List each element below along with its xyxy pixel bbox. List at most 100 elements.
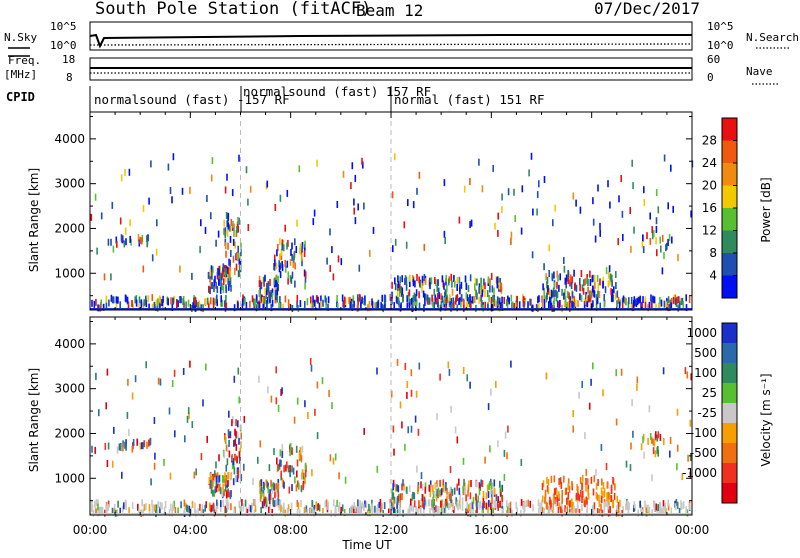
velocity-echo-526 [213, 489, 215, 497]
velocity-scatter-field [90, 317, 692, 518]
power-echo-1070 [394, 238, 397, 246]
power-echo-399 [616, 300, 618, 308]
power-echo-827 [479, 286, 481, 294]
power-echo-502 [241, 298, 244, 306]
power-echo-1198 [332, 273, 335, 281]
velocity-echo-318 [248, 504, 251, 512]
power-echo-248 [369, 304, 371, 312]
power-echo-428 [261, 294, 263, 302]
power-echo-152 [212, 301, 215, 309]
velocity-echo-586 [223, 475, 225, 483]
velocity-echo-485 [186, 504, 188, 512]
velocity-echo-288 [224, 506, 227, 514]
power-echo-359 [155, 299, 158, 307]
power-echo-1183 [172, 153, 175, 161]
power-echo-648 [260, 282, 263, 290]
velocity-echo-169 [305, 505, 308, 513]
velocity-echo-954 [614, 483, 616, 491]
velocity-echo-1209 [657, 449, 659, 457]
power-echo-835 [468, 297, 470, 305]
x-tick-label: 00:00 [73, 523, 108, 537]
velocity-echo-294 [525, 500, 527, 508]
velocity-echo-803 [420, 498, 423, 506]
power-echo-718 [274, 259, 276, 267]
power-echo-560 [216, 286, 219, 294]
power-echo-949 [569, 274, 572, 282]
power-echo-408 [126, 296, 129, 304]
power-echo-876 [465, 292, 468, 300]
power-echo-561 [218, 268, 220, 276]
power-echo-943 [553, 282, 556, 290]
power-echo-1187 [599, 229, 601, 237]
power-echo-800 [435, 297, 438, 305]
power-echo-862 [503, 297, 505, 304]
velocity-echo-449 [543, 507, 545, 515]
velocity-echo-1210 [650, 436, 653, 444]
velocity-echo-701 [304, 477, 306, 485]
power-echo-615 [233, 229, 235, 237]
velocity-echo-838 [462, 485, 464, 493]
velocity-echo-1139 [311, 469, 313, 477]
nave-label: Nave [746, 65, 773, 78]
velocity-echo-757 [432, 496, 434, 504]
velocity-echo-924 [560, 481, 563, 489]
power-echo-95 [209, 297, 212, 305]
power-echo-979 [611, 289, 614, 297]
velocity-echo-1031 [404, 443, 406, 451]
power-echo-1142 [543, 176, 546, 183]
power-echo-1105 [536, 191, 539, 199]
velocity-echo-1028 [91, 445, 93, 453]
velocity-echo-1192 [106, 460, 109, 467]
power-echo-958 [575, 284, 578, 292]
power-echo-1059 [481, 185, 484, 193]
velocity-echo-1173 [257, 456, 259, 464]
velocity-echo-518 [376, 504, 379, 511]
velocity-echo-347 [204, 504, 206, 512]
velocity-echo-1039 [188, 412, 190, 420]
power-echo-470 [523, 300, 525, 308]
power-echo-14 [341, 294, 344, 302]
velocity-echo-714 [277, 483, 279, 491]
power-echo-950 [570, 282, 573, 289]
velocity-echo-837 [397, 485, 400, 493]
velocity-colorbar-tick-label: -1000 [682, 466, 717, 480]
power-echo-452 [437, 300, 439, 307]
velocity-ytick-label: 3000 [54, 382, 85, 396]
power-echo-132 [599, 302, 601, 310]
velocity-echo-418 [680, 500, 682, 508]
power-echo-239 [463, 299, 465, 307]
velocity-echo-1070 [406, 381, 409, 388]
velocity-echo-989 [547, 487, 550, 495]
velocity-echo-829 [402, 479, 404, 487]
power-colorbar-label: Power [dB] [759, 177, 773, 242]
velocity-echo-656 [260, 491, 263, 499]
velocity-echo-1117 [206, 435, 208, 443]
velocity-echo-427 [540, 500, 543, 508]
power-echo-197 [349, 296, 351, 304]
velocity-echo-735 [401, 483, 403, 491]
velocity-echo-505 [409, 503, 411, 511]
power-echo-1113 [326, 257, 328, 265]
x-tick-label: 12:00 [374, 523, 409, 537]
power-echo-1114 [655, 189, 658, 197]
cpid-mode-3: normal (fast) 151 RF [394, 92, 545, 107]
power-echo-870 [450, 273, 453, 281]
power-echo-1115 [579, 206, 582, 214]
power-echo-1023 [238, 269, 241, 277]
velocity-echo-703 [281, 477, 284, 485]
power-echo-579 [209, 269, 212, 277]
power-echo-324 [592, 300, 594, 308]
power-echo-1133 [342, 170, 345, 178]
velocity-echo-311 [138, 508, 140, 516]
power-colorbar-segment [722, 163, 737, 186]
velocity-colorbar-segment [722, 423, 737, 444]
power-echo-592 [237, 225, 239, 233]
power-echo-728 [290, 248, 292, 256]
power-echo-1032 [230, 250, 232, 257]
velocity-echo-33 [415, 505, 417, 513]
station-title: South Pole Station (fitACF) [95, 0, 371, 19]
power-echo-731 [437, 279, 439, 287]
power-echo-980 [589, 270, 591, 278]
velocity-echo-670 [276, 499, 278, 507]
velocity-echo-480 [497, 503, 499, 511]
